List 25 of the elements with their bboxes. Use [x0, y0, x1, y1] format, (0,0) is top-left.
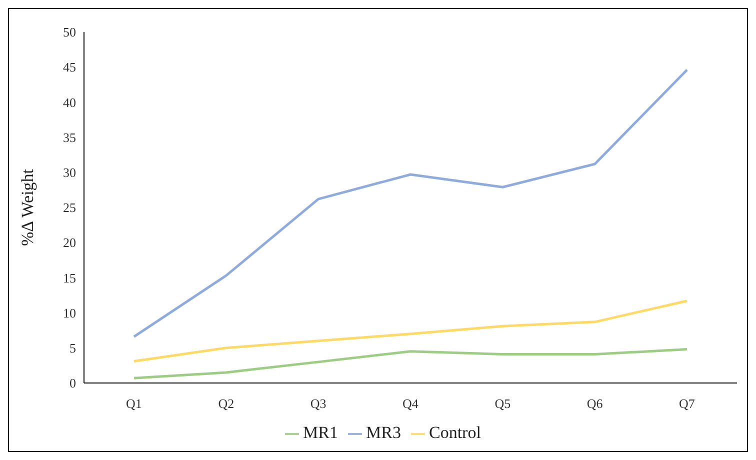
- y-tick-label: 35: [63, 130, 76, 145]
- legend-label: MR3: [366, 423, 401, 442]
- x-tick-label: Q4: [402, 396, 419, 412]
- x-tick-label: Q1: [126, 396, 142, 412]
- line-series: [132, 68, 688, 338]
- x-tick-label: Q2: [218, 396, 234, 412]
- y-tick-label: 30: [63, 165, 76, 180]
- x-tick-label: Q6: [586, 396, 604, 412]
- y-tick-label: 5: [70, 340, 76, 356]
- x-tick-label: Q5: [494, 396, 511, 412]
- y-tick-label: 20: [63, 235, 76, 250]
- y-tick-label: 15: [63, 270, 76, 286]
- y-tick-label: 10: [63, 305, 76, 320]
- legend-label: MR1: [303, 423, 338, 442]
- y-tick-label: 0: [70, 376, 76, 391]
- y-axis-title: %Δ Weight: [18, 168, 38, 246]
- x-tick-label: Q3: [310, 396, 326, 412]
- line-series: [132, 300, 688, 362]
- line-series: [132, 348, 688, 380]
- legend-label: Control: [428, 423, 481, 442]
- y-tick-label: 40: [63, 94, 76, 110]
- y-tick-label: 25: [63, 200, 76, 216]
- y-tick-label: 45: [63, 60, 76, 75]
- y-tick-label: 50: [63, 24, 76, 40]
- x-tick-label: Q7: [679, 396, 696, 412]
